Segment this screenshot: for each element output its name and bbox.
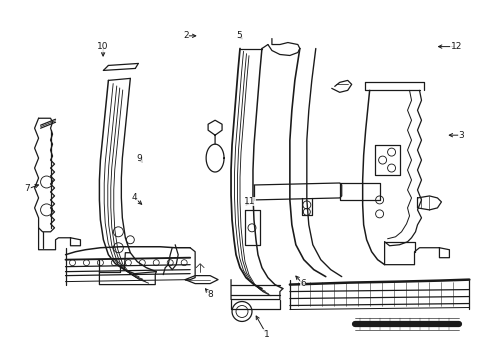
- Text: 7: 7: [24, 184, 30, 193]
- Text: 3: 3: [458, 131, 464, 140]
- Text: 10: 10: [97, 42, 109, 51]
- Text: 4: 4: [132, 193, 137, 202]
- Text: 6: 6: [300, 279, 305, 288]
- Text: 12: 12: [450, 42, 461, 51]
- Text: 11: 11: [243, 197, 255, 206]
- Text: 1: 1: [263, 330, 269, 339]
- Text: 2: 2: [183, 31, 188, 40]
- Text: 8: 8: [207, 290, 213, 299]
- Text: 5: 5: [236, 31, 242, 40]
- Text: 9: 9: [137, 154, 142, 163]
